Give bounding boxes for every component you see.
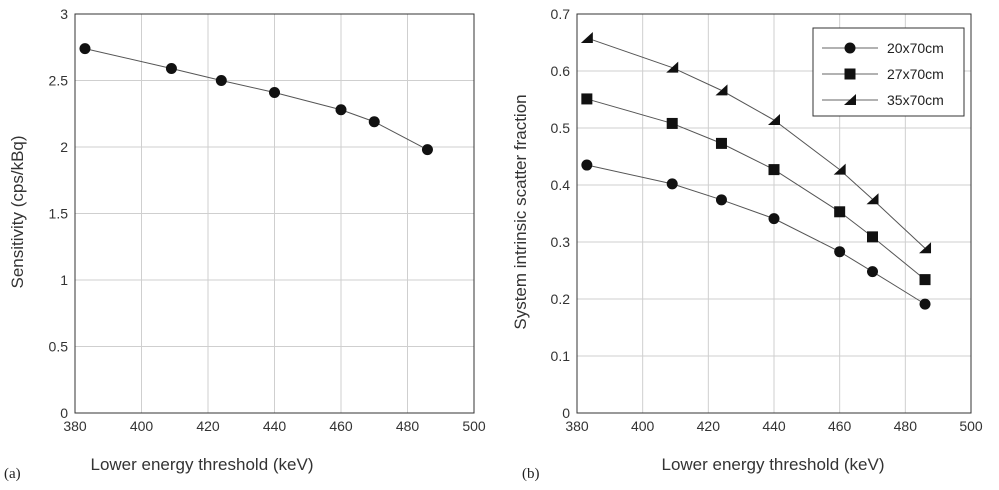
data-point-2-3 [768,114,780,126]
y-tick-label: 0.3 [551,234,571,250]
x-tick-label: 400 [631,418,655,434]
x-tick-label: 480 [894,418,918,434]
y-tick-label: 0.5 [49,339,69,355]
x-axis-label: Lower energy threshold (keV) [90,455,313,474]
y-tick-label: 3 [60,6,68,22]
data-point-1-2 [715,137,727,149]
data-point-1-4 [834,206,846,218]
legend-marker-square [844,68,856,80]
data-point-1-0 [581,93,593,105]
y-tick-label: 0.7 [551,6,571,22]
data-point-0-6 [421,144,433,156]
data-point-0-0 [79,43,91,55]
y-tick-label: 0.1 [551,348,571,364]
series-line-0 [84,48,428,151]
plot-frame [74,13,475,414]
y-tick-label: 1 [60,272,68,288]
x-tick-label: 500 [462,418,486,434]
plot-frame [576,13,972,414]
data-point-0-6 [919,298,931,310]
y-tick-label: 0.2 [551,291,571,307]
series-group [79,43,433,156]
data-point-1-1 [666,117,678,129]
data-point-2-1 [666,61,679,73]
data-point-1-5 [867,231,878,243]
data-point-0-4 [834,246,846,258]
legend: 20x70cm 27x70cm 35x70cm [812,27,965,117]
y-tick-label: 0 [562,405,570,421]
legend-label: 27x70cm [887,66,944,82]
grid-lines [74,13,475,414]
y-tick-label: 0.6 [551,63,571,79]
data-point-2-5 [866,193,879,205]
x-tick-labels: 380 400 420 440 460 480 500 [565,418,983,434]
legend-marker-triangle [844,94,856,105]
data-point-0-1 [666,178,678,190]
data-point-0-4 [335,104,347,116]
x-tick-label: 460 [329,418,353,434]
data-point-0-2 [215,75,227,86]
y-tick-label: 0.4 [551,177,571,193]
y-axis-label: Sensitivity (cps/kBq) [8,135,27,288]
x-tick-label: 420 [196,418,220,434]
data-point-0-2 [715,194,727,206]
data-point-0-3 [768,213,780,225]
data-point-0-5 [368,116,380,128]
panel-label-a: (a) [4,466,21,482]
legend-marker-circle [844,42,856,54]
legend-item-20x70cm: 20x70cm [822,40,944,56]
data-point-2-0 [580,31,593,43]
y-tick-labels: 0 0.5 1 1.5 2 2.5 3 [49,6,69,421]
x-tick-label: 400 [130,418,154,434]
x-tick-labels: 380 400 420 440 460 480 500 [63,418,486,434]
data-point-2-2 [715,84,728,96]
x-tick-label: 440 [762,418,786,434]
x-tick-label: 460 [828,418,852,434]
sensitivity-chart: 380 400 420 440 460 480 500 0 0.5 1 1.5 2 2.5 3 Lowe… [4,6,486,482]
x-axis-label: Lower energy threshold (keV) [661,455,884,474]
x-tick-label: 420 [697,418,721,434]
x-tick-label: 440 [263,418,287,434]
panel-label-b: (b) [522,466,540,482]
data-point-0-5 [867,266,878,278]
y-tick-label: 1.5 [49,206,69,222]
y-axis-label: System intrinsic scatter fraction [511,94,530,329]
legend-item-27x70cm: 27x70cm [822,66,944,82]
data-point-0-0 [581,159,593,171]
y-tick-label: 2.5 [49,73,69,89]
data-point-1-3 [768,164,780,176]
legend-item-35x70cm: 35x70cm [822,92,944,108]
y-tick-labels: 0 0.1 0.2 0.3 0.4 0.5 0.6 0.7 [551,6,571,421]
legend-box [812,27,965,117]
legend-label: 35x70cm [887,92,944,108]
y-tick-label: 0.5 [551,120,571,136]
y-tick-label: 2 [60,139,68,155]
data-point-2-6 [919,242,932,254]
series-line-27x70cm [586,98,926,281]
scatter-fraction-chart: 380 400 420 440 460 480 500 0 0.1 0.2 0.3 0.4 0.5 0.… [511,6,983,482]
x-tick-label: 380 [565,418,589,434]
data-point-1-6 [919,274,931,286]
x-tick-label: 500 [959,418,983,434]
legend-label: 20x70cm [887,40,944,56]
data-point-2-4 [833,163,846,175]
x-tick-label: 380 [63,418,87,434]
data-point-0-1 [165,63,177,75]
y-tick-label: 0 [60,405,68,421]
x-tick-label: 480 [396,418,420,434]
series-group [580,31,932,310]
data-point-0-3 [269,86,280,98]
